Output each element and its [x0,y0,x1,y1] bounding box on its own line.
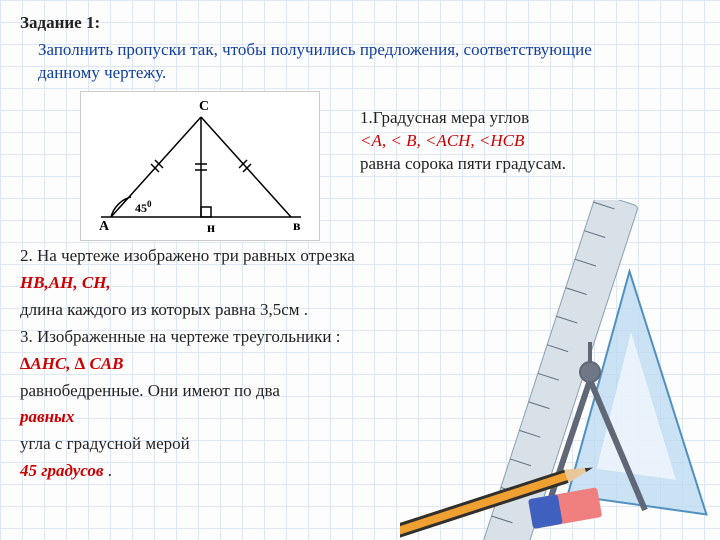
point-h-label: н [207,221,215,236]
worksheet-content: Задание 1: Заполнить пропуски так, чтобы… [0,0,720,499]
questions-2-3: 2. На чертеже изображено три равных отре… [20,245,700,483]
q3-answer-degrees: 45 градусов . [20,460,700,483]
q1-line2: равна сорока пяти градусам. [360,153,566,176]
q2-answer: HB,AH, CH, [20,272,700,295]
q3-answer-equal: равных [20,406,700,429]
q3-line1: 3. Изображенные на чертеже треугольники … [20,326,700,349]
angle-value: 450 [135,199,152,215]
triangle-diagram: С А в н 450 [80,91,320,241]
vertex-a-label: А [99,219,110,234]
q3-line2: равнобедренные. Они имеют по два [20,380,700,403]
q2-line1: 2. На чертеже изображено три равных отре… [20,245,700,268]
vertex-b-label: в [293,219,301,234]
diagram-and-q1-row: С А в н 450 1.Градусная мера углов <A, <… [20,91,700,241]
task-title: Задание 1: [20,12,700,35]
q2-line2: длина каждого из которых равна 3,5см . [20,299,700,322]
q3-answer-triangles: ∆AHC, ∆ CAB [20,353,700,376]
vertex-c-label: С [199,99,209,114]
q1-answer: <A, < B, <ACH, <HCB [360,130,566,153]
q1-line1: 1.Градусная мера углов [360,107,566,130]
q3-line3: угла с градусной мерой [20,433,700,456]
question-1-text: 1.Градусная мера углов <A, < B, <ACH, <H… [360,91,566,176]
task-instruction: Заполнить пропуски так, чтобы получились… [38,39,598,85]
